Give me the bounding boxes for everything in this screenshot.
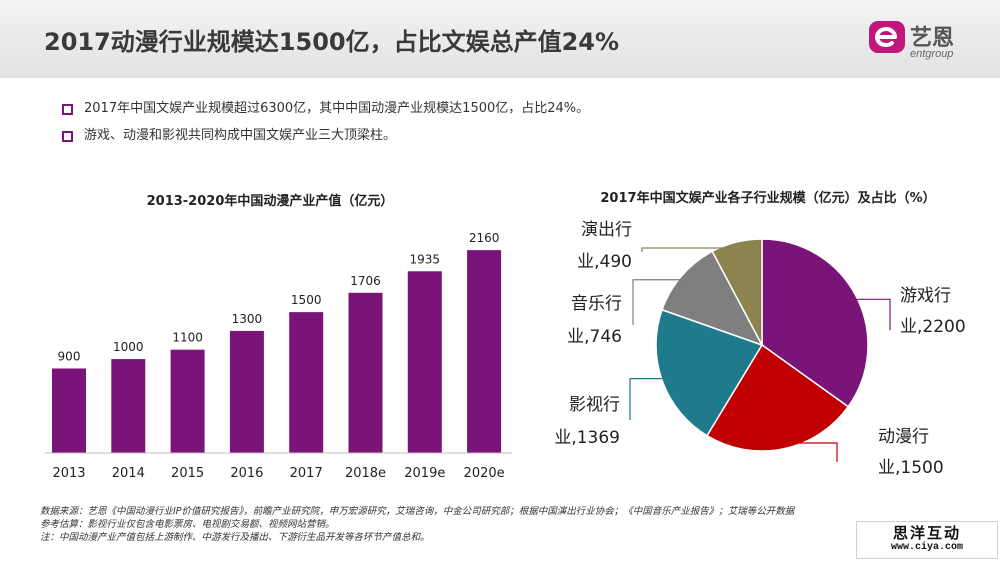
pie-label-name: 演出行: [581, 220, 632, 240]
pie-slice-1: [761, 238, 869, 408]
x-tick-label: 2020e: [464, 466, 505, 481]
ciya-watermark: 思洋互动 www.ciya.com: [856, 521, 998, 559]
logo-chinese-name: 艺恩: [910, 26, 955, 51]
pie-slice-4: [661, 250, 764, 347]
bar-value-label: 1000: [113, 340, 144, 354]
pie-label-name: 音乐行: [571, 294, 622, 314]
square-bullet-icon: [62, 131, 73, 142]
pie-label-name: 影视行: [569, 395, 620, 415]
pie-slice-3: [655, 308, 764, 437]
bar-value-label: 1706: [350, 274, 381, 288]
title-band: [0, 0, 1000, 78]
source-notes: 数据来源：艺恩《中国动漫行业IP价值研究报告》，前瞻产业研究院，申万宏源研究，艾…: [40, 505, 940, 544]
x-tick-label: 2015: [171, 466, 204, 481]
x-tick-label: 2018e: [345, 466, 386, 481]
bullet-item: 2017年中国文娱产业规模超过6300亿，其中中国动漫产业规模达1500亿，占比…: [62, 100, 589, 118]
bar-2014: [111, 359, 146, 453]
pie-label-name: 动漫行: [878, 427, 929, 447]
bar-2016: [229, 330, 264, 453]
x-tick-label: 2017: [290, 466, 323, 481]
scope-note-text: 注：中国动漫产业产值包括上游制作、中游发行及播出、下游衍生品开发等各环节产值总和…: [40, 532, 430, 543]
bar-chart-title: 2013-2020年中国动漫产业产值（亿元）: [146, 194, 394, 209]
bar-2018e: [348, 292, 383, 453]
bar-value-label: 1100: [172, 331, 203, 345]
pie-slice-2: [705, 343, 850, 452]
data-source-text: 数据来源：艺恩《中国动漫行业IP价值研究报告》，前瞻产业研究院，申万宏源研究，艾…: [40, 506, 795, 517]
page-title: 2017动漫行业规模达1500亿，占比文娱总产值24%: [44, 28, 620, 56]
x-tick-label: 2014: [112, 466, 145, 481]
x-tick-label: 2013: [52, 466, 85, 481]
square-bullet-icon: [62, 104, 73, 115]
bar-chart: 900 2013 1000 2014 1100 2015 1300 2016 1500 2017 1…: [45, 231, 512, 481]
pie-label-value: 业,1500: [878, 458, 944, 478]
pie-label-value: 业,1369: [554, 428, 620, 448]
bar-2013: [52, 368, 86, 453]
bar-value-label: 2160: [469, 231, 500, 245]
x-tick-label: 2019e: [404, 466, 445, 481]
pie-leader-line: [632, 279, 687, 325]
pie-chart-title: 2017年中国文娱产业各子行业规模（亿元）及占比（%）: [600, 191, 936, 206]
bullet-text: 2017年中国文娱产业规模超过6300亿，其中中国动漫产业规模达1500亿，占比…: [84, 101, 590, 116]
bullet-text: 游戏、动漫和影视共同构成中国文娱产业三大顶梁柱。: [84, 128, 397, 143]
watermark-url: www.ciya.com: [890, 542, 963, 553]
pie-leader-line: [641, 247, 738, 252]
bar-2015: [170, 349, 205, 453]
bar-2019e: [407, 271, 442, 453]
bar-2020e: [467, 250, 502, 453]
pie-label-name: 游戏行: [900, 286, 951, 306]
pie-slice-5: [711, 238, 763, 346]
bullet-list: 2017年中国文娱产业规模超过6300亿，其中中国动漫产业规模达1500亿，占比…: [62, 100, 589, 154]
bar-value-label: 900: [58, 349, 81, 363]
estimate-note-text: 参考估算：影视行业仅包含电影票房、电视剧交易额、视频网站营销。: [40, 519, 335, 530]
pie-leader-line: [782, 442, 838, 462]
pie-label-value: 业,490: [577, 252, 632, 272]
x-tick-label: 2016: [230, 466, 263, 481]
entgroup-logo-icon: [869, 21, 905, 53]
bar-value-label: 1935: [410, 252, 441, 266]
logo-english-name: entgroup: [910, 48, 954, 60]
bar-value-label: 1300: [232, 312, 263, 326]
entgroup-logo: 艺恩 entgroup: [868, 14, 978, 66]
pie-label-value: 业,2200: [900, 317, 966, 337]
bar-2017: [289, 312, 324, 453]
bar-value-label: 1500: [291, 293, 322, 307]
pie-leader-line: [850, 298, 891, 330]
pie-label-value: 业,746: [567, 327, 622, 347]
bullet-item: 游戏、动漫和影视共同构成中国文娱产业三大顶梁柱。: [62, 127, 589, 145]
pie-leader-line: [629, 378, 668, 420]
watermark-name: 思洋互动: [892, 524, 961, 542]
